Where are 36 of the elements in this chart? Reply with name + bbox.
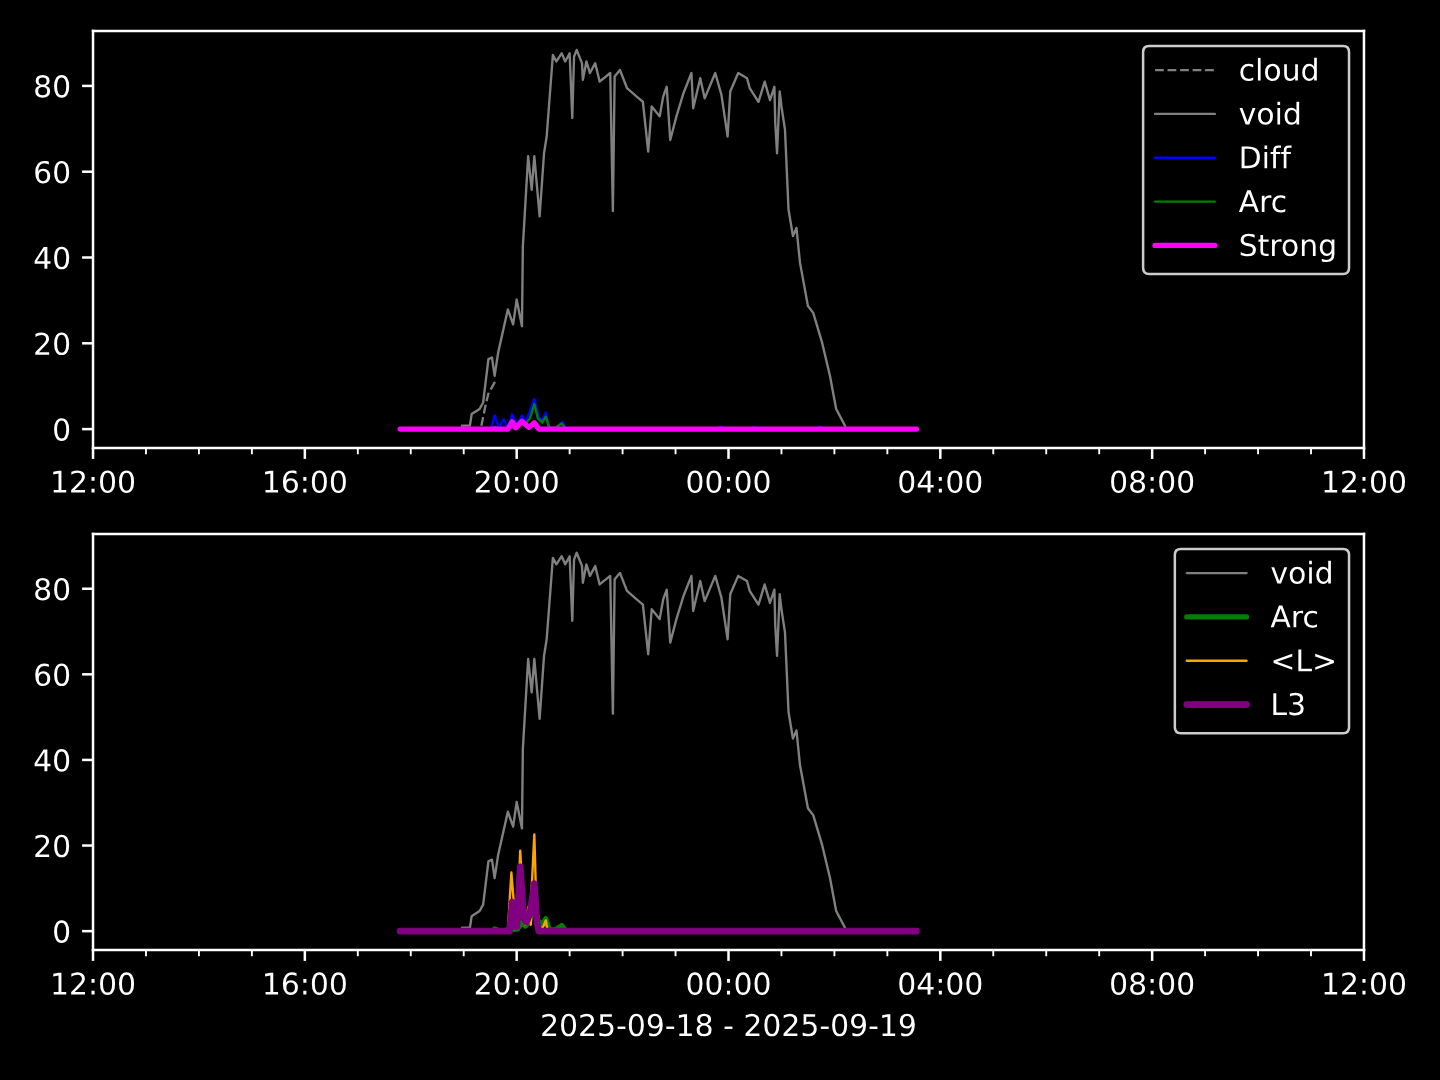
- legend-label: Strong: [1240, 233, 1335, 263]
- y-tick-label: 40: [34, 749, 70, 772]
- x-tick-label: 04:00: [899, 972, 982, 995]
- x-tick-label: 16:00: [265, 972, 346, 995]
- x-tick-label: 12:00: [1324, 470, 1406, 493]
- y-tick-label: 40: [34, 246, 70, 270]
- legend-label: void: [1239, 101, 1300, 125]
- x-tick-label: 20:00: [475, 972, 558, 995]
- y-tick-label: 20: [35, 834, 70, 858]
- x-tick-label: 16:00: [265, 470, 346, 493]
- legend-label: <L>: [1273, 649, 1334, 672]
- x-tick-label: 00:00: [687, 972, 770, 995]
- x-tick-label: 08:00: [1111, 972, 1194, 995]
- legend-label: Diff: [1241, 145, 1292, 169]
- y-tick-label: 0: [54, 920, 70, 943]
- line-series: [460, 48, 847, 427]
- legend-label: L3: [1273, 692, 1304, 716]
- legend-label: void: [1271, 560, 1331, 584]
- x-tick-label: 00:00: [687, 470, 770, 493]
- y-tick-label: 60: [35, 663, 70, 687]
- y-tick-label: 80: [35, 577, 70, 601]
- y-tick-label: 20: [35, 332, 70, 356]
- legend-label: cloud: [1240, 57, 1317, 81]
- x-axis-title: 2025-09-18 - 2025-09-19: [542, 1013, 915, 1037]
- legend-label: Arc: [1238, 190, 1286, 213]
- y-tick-label: 80: [35, 75, 70, 98]
- x-tick-label: 12:00: [53, 470, 135, 493]
- y-tick-label: 60: [35, 160, 70, 184]
- y-tick-label: 0: [54, 418, 70, 441]
- x-tick-label: 08:00: [1111, 470, 1194, 493]
- x-tick-label: 04:00: [899, 470, 982, 493]
- x-tick-label: 12:00: [1324, 972, 1406, 995]
- x-tick-label: 20:00: [475, 470, 558, 493]
- legend-label: Arc: [1270, 605, 1318, 628]
- line-series: [460, 551, 847, 929]
- x-tick-label: 12:00: [53, 972, 135, 995]
